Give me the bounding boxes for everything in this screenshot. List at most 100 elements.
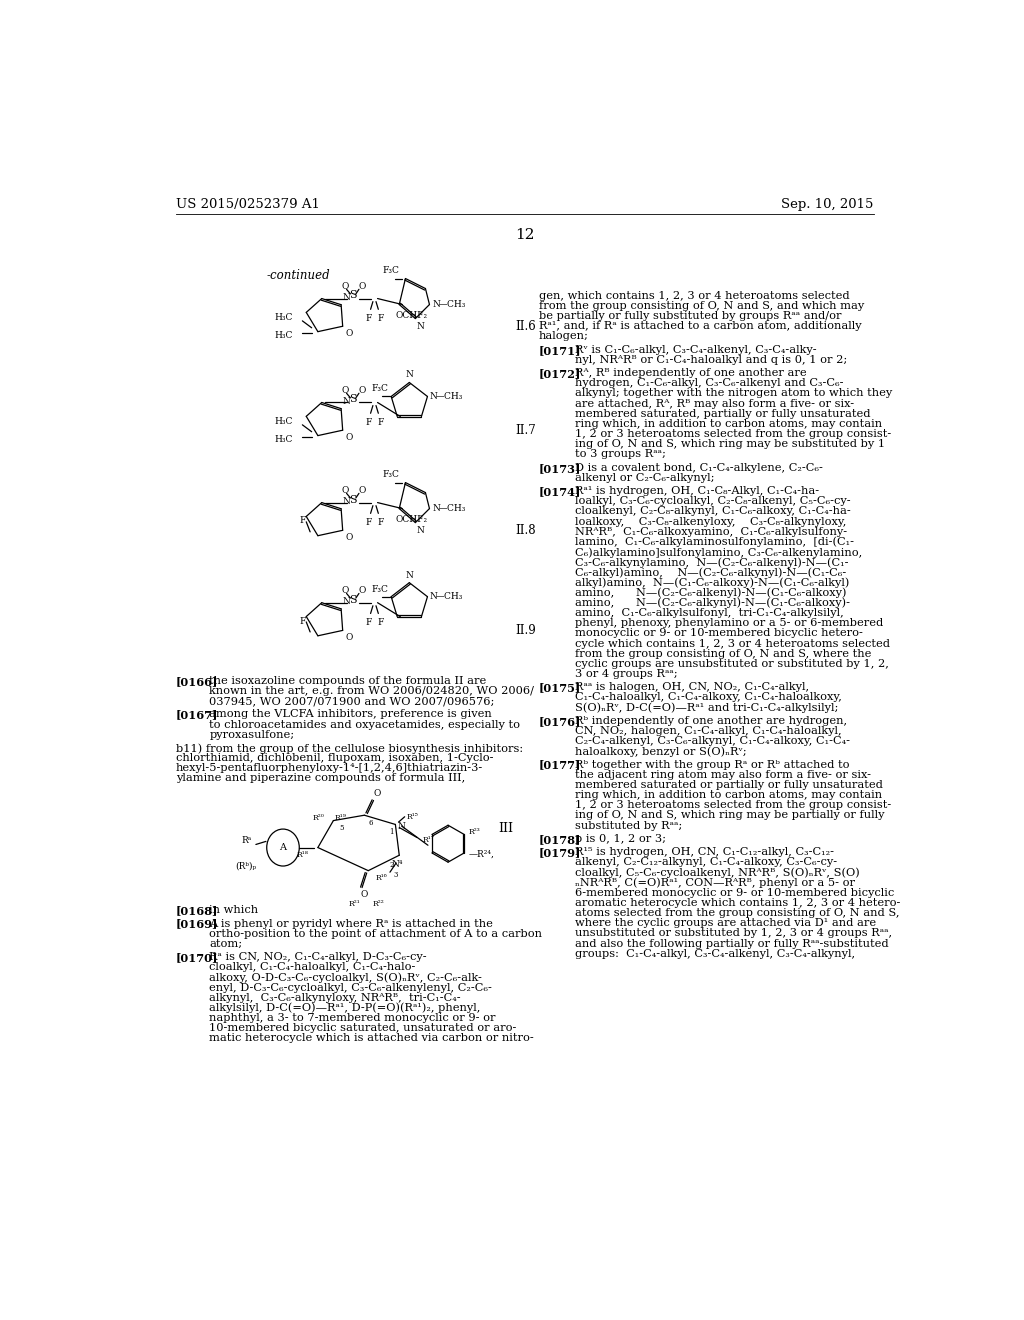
Text: C₆)alkylamino]sulfonylamino, C₃-C₆-alkenylamino,: C₆)alkylamino]sulfonylamino, C₃-C₆-alken…	[575, 546, 862, 557]
Text: S: S	[349, 395, 356, 404]
Text: enyl, D-C₃-C₆-cycloalkyl, C₃-C₆-alkenylenyl, C₂-C₆-: enyl, D-C₃-C₆-cycloalkyl, C₃-C₆-alkenyle…	[209, 982, 493, 993]
Text: II.7: II.7	[515, 424, 537, 437]
Text: A: A	[280, 843, 287, 851]
Text: [0172]: [0172]	[539, 368, 582, 379]
Text: gen, which contains 1, 2, 3 or 4 heteroatoms selected: gen, which contains 1, 2, 3 or 4 heteroa…	[539, 290, 849, 301]
Text: substituted by Rᵃᵃ;: substituted by Rᵃᵃ;	[575, 821, 682, 830]
Text: aromatic heterocycle which contains 1, 2, 3 or 4 hetero-: aromatic heterocycle which contains 1, 2…	[575, 898, 900, 908]
Text: H₃C: H₃C	[274, 331, 293, 341]
Text: II.6: II.6	[515, 321, 537, 333]
Text: F: F	[366, 618, 372, 627]
Text: cyclic groups are unsubstituted or substituted by 1, 2,: cyclic groups are unsubstituted or subst…	[575, 659, 889, 669]
Text: in which: in which	[209, 906, 258, 915]
Text: D is a covalent bond, C₁-C₄-alkylene, C₂-C₆-: D is a covalent bond, C₁-C₄-alkylene, C₂…	[575, 463, 823, 473]
Text: be partially or fully substituted by groups Rᵃᵃ and/or: be partially or fully substituted by gro…	[539, 312, 842, 321]
Text: hydrogen, C₁-C₆-alkyl, C₃-C₆-alkenyl and C₃-C₆-: hydrogen, C₁-C₆-alkyl, C₃-C₆-alkenyl and…	[575, 379, 844, 388]
Text: and also the following partially or fully Rᵃᵃ-substituted: and also the following partially or full…	[575, 939, 889, 949]
Text: R²³: R²³	[468, 829, 480, 837]
Text: O: O	[358, 586, 366, 595]
Text: alkylsilyl, D-C(=O)—Rᵃ¹, D-P(=O)(Rᵃ¹)₂, phenyl,: alkylsilyl, D-C(=O)—Rᵃ¹, D-P(=O)(Rᵃ¹)₂, …	[209, 1003, 480, 1014]
Text: membered saturated or partially or fully unsaturated: membered saturated or partially or fully…	[575, 780, 883, 789]
Text: where the cyclic groups are attached via D¹ and are: where the cyclic groups are attached via…	[575, 919, 877, 928]
Text: known in the art, e.g. from WO 2006/024820, WO 2006/: known in the art, e.g. from WO 2006/0248…	[209, 686, 535, 696]
Text: p is 0, 1, 2 or 3;: p is 0, 1, 2 or 3;	[575, 834, 667, 843]
Text: O: O	[341, 281, 349, 290]
Text: nyl, NRᴬRᴮ or C₁-C₄-haloalkyl and q is 0, 1 or 2;: nyl, NRᴬRᴮ or C₁-C₄-haloalkyl and q is 0…	[575, 355, 848, 364]
Text: (Rᵇ)ₚ: (Rᵇ)ₚ	[234, 862, 256, 870]
Text: halogen;: halogen;	[539, 331, 589, 342]
Text: —CH₃: —CH₃	[436, 392, 463, 401]
Text: Rᵇ together with the group Rᵃ or Rᵇ attached to: Rᵇ together with the group Rᵃ or Rᵇ atta…	[575, 759, 850, 770]
Text: O: O	[345, 329, 352, 338]
Text: [0175]: [0175]	[539, 682, 581, 693]
Text: ylamine and piperazine compounds of formula III,: ylamine and piperazine compounds of form…	[176, 774, 465, 784]
Text: C₆-alkyl)amino,    N—(C₂-C₆-alkynyl)-N—(C₁-C₆-: C₆-alkyl)amino, N—(C₂-C₆-alkynyl)-N—(C₁-…	[575, 568, 847, 578]
Text: alkyl)amino,  N—(C₁-C₆-alkoxy)-N—(C₁-C₆-alkyl): alkyl)amino, N—(C₁-C₆-alkoxy)-N—(C₁-C₆-a…	[575, 578, 850, 589]
Text: ing of O, N and S, which ring may be partially or fully: ing of O, N and S, which ring may be par…	[575, 810, 885, 821]
Text: C₁-C₄-haloalkyl, C₁-C₄-alkoxy, C₁-C₄-haloalkoxy,: C₁-C₄-haloalkyl, C₁-C₄-alkoxy, C₁-C₄-hal…	[575, 693, 842, 702]
Text: from the group consisting of O, N and S, where the: from the group consisting of O, N and S,…	[575, 648, 871, 659]
Text: —CH₃: —CH₃	[438, 300, 466, 309]
Text: lamino,  C₁-C₆-alkylaminosulfonylamino,  [di-(C₁-: lamino, C₁-C₆-alkylaminosulfonylamino, […	[575, 537, 854, 548]
Text: II.9: II.9	[515, 624, 537, 638]
Text: ring which, in addition to carbon atoms, may contain: ring which, in addition to carbon atoms,…	[575, 418, 883, 429]
Text: to chloroacetamides and oxyacetamides, especially to: to chloroacetamides and oxyacetamides, e…	[209, 719, 520, 730]
Text: alkoxy, O-D-C₃-C₆-cycloalkyl, S(O)ₙRᵛ, C₂-C₆-alk-: alkoxy, O-D-C₃-C₆-cycloalkyl, S(O)ₙRᵛ, C…	[209, 973, 482, 983]
Text: hexyl-5-pentafluorphenyloxy-1⁴-[1,2,4,6]thiatriazin-3-: hexyl-5-pentafluorphenyloxy-1⁴-[1,2,4,6]…	[176, 763, 483, 774]
Text: N: N	[343, 597, 350, 606]
Text: atoms selected from the group consisting of O, N and S,: atoms selected from the group consisting…	[575, 908, 900, 919]
Text: [0170]: [0170]	[176, 952, 218, 964]
Text: US 2015/0252379 A1: US 2015/0252379 A1	[176, 198, 319, 211]
Text: amino,      N—(C₂-C₆-alkynyl)-N—(C₁-C₆-alkoxy)-: amino, N—(C₂-C₆-alkynyl)-N—(C₁-C₆-alkoxy…	[575, 598, 850, 609]
Text: amino,  C₁-C₆-alkylsulfonyl,  tri-C₁-C₄-alkylsilyl,: amino, C₁-C₆-alkylsulfonyl, tri-C₁-C₄-al…	[575, 609, 844, 618]
Text: N: N	[343, 396, 350, 405]
Text: pyroxasulfone;: pyroxasulfone;	[209, 730, 295, 739]
Text: ing of O, N and S, which ring may be substituted by 1: ing of O, N and S, which ring may be sub…	[575, 440, 886, 449]
Text: F: F	[378, 418, 384, 426]
Text: cloalkenyl, C₂-C₈-alkynyl, C₁-C₆-alkoxy, C₁-C₄-ha-: cloalkenyl, C₂-C₈-alkynyl, C₁-C₆-alkoxy,…	[575, 507, 851, 516]
Text: alkynyl; together with the nitrogen atom to which they: alkynyl; together with the nitrogen atom…	[575, 388, 893, 399]
Text: R¹⁶: R¹⁶	[376, 875, 388, 883]
Text: monocyclic or 9- or 10-membered bicyclic hetero-: monocyclic or 9- or 10-membered bicyclic…	[575, 628, 863, 639]
Text: N: N	[417, 322, 425, 330]
Text: [0167]: [0167]	[176, 709, 218, 721]
Text: groups:  C₁-C₄-alkyl, C₃-C₄-alkenyl, C₃-C₄-alkynyl,: groups: C₁-C₄-alkyl, C₃-C₄-alkenyl, C₃-C…	[575, 949, 855, 958]
Text: [0173]: [0173]	[539, 463, 582, 474]
Text: 1: 1	[389, 829, 393, 837]
Text: N: N	[432, 300, 440, 309]
Text: [0169]: [0169]	[176, 919, 218, 929]
Text: II.8: II.8	[515, 524, 537, 537]
Text: R¹⁹: R¹⁹	[335, 814, 347, 822]
Text: O: O	[345, 433, 352, 441]
Text: naphthyl, a 3- to 7-membered monocyclic or 9- or: naphthyl, a 3- to 7-membered monocyclic …	[209, 1014, 496, 1023]
Text: R²¹: R²¹	[349, 900, 360, 908]
Text: atom;: atom;	[209, 939, 243, 949]
Text: H₃C: H₃C	[274, 417, 293, 426]
Text: O: O	[345, 632, 352, 642]
Text: are attached, Rᴬ, Rᴮ may also form a five- or six-: are attached, Rᴬ, Rᴮ may also form a fiv…	[575, 399, 854, 409]
Text: R²²: R²²	[372, 900, 384, 908]
Text: R¹⁵ is hydrogen, OH, CN, C₁-C₁₂-alkyl, C₃-C₁₂-: R¹⁵ is hydrogen, OH, CN, C₁-C₁₂-alkyl, C…	[575, 847, 835, 857]
Text: OCHF₂: OCHF₂	[395, 515, 427, 524]
Text: 3: 3	[393, 871, 397, 879]
Text: F: F	[299, 616, 305, 626]
Text: [0177]: [0177]	[539, 759, 582, 771]
Text: N: N	[406, 570, 414, 579]
Text: unsubstituted or substituted by 1, 2, 3 or 4 groups Rᵃᵃ,: unsubstituted or substituted by 1, 2, 3 …	[575, 928, 892, 939]
Text: Rᴬ, Rᴮ independently of one another are: Rᴬ, Rᴮ independently of one another are	[575, 368, 807, 378]
Text: O: O	[341, 586, 349, 595]
Text: F₃C: F₃C	[372, 585, 388, 594]
Text: [0166]: [0166]	[176, 676, 218, 686]
Text: H₃C: H₃C	[274, 313, 293, 322]
Text: N: N	[343, 293, 350, 302]
Text: N: N	[397, 822, 406, 832]
Text: —CH₃: —CH₃	[436, 593, 463, 601]
Text: ring which, in addition to carbon atoms, may contain: ring which, in addition to carbon atoms,…	[575, 791, 883, 800]
Text: Rᵃᵃ is halogen, OH, CN, NO₂, C₁-C₄-alkyl,: Rᵃᵃ is halogen, OH, CN, NO₂, C₁-C₄-alkyl…	[575, 682, 809, 692]
Text: Rᵃ¹ is hydrogen, OH, C₁-C₈-Alkyl, C₁-C₄-ha-: Rᵃ¹ is hydrogen, OH, C₁-C₈-Alkyl, C₁-C₄-…	[575, 486, 819, 496]
Text: F₃C: F₃C	[382, 267, 399, 276]
Text: C₂-C₄-alkenyl, C₃-C₆-alkynyl, C₁-C₄-alkoxy, C₁-C₄-: C₂-C₄-alkenyl, C₃-C₆-alkynyl, C₁-C₄-alko…	[575, 737, 850, 746]
Text: alkenyl or C₂-C₆-alkynyl;: alkenyl or C₂-C₆-alkynyl;	[575, 473, 715, 483]
Text: O: O	[341, 486, 349, 495]
Text: Rᵛ is C₁-C₆-alkyl, C₃-C₄-alkenyl, C₃-C₄-alky-: Rᵛ is C₁-C₆-alkyl, C₃-C₄-alkenyl, C₃-C₄-…	[575, 345, 817, 355]
